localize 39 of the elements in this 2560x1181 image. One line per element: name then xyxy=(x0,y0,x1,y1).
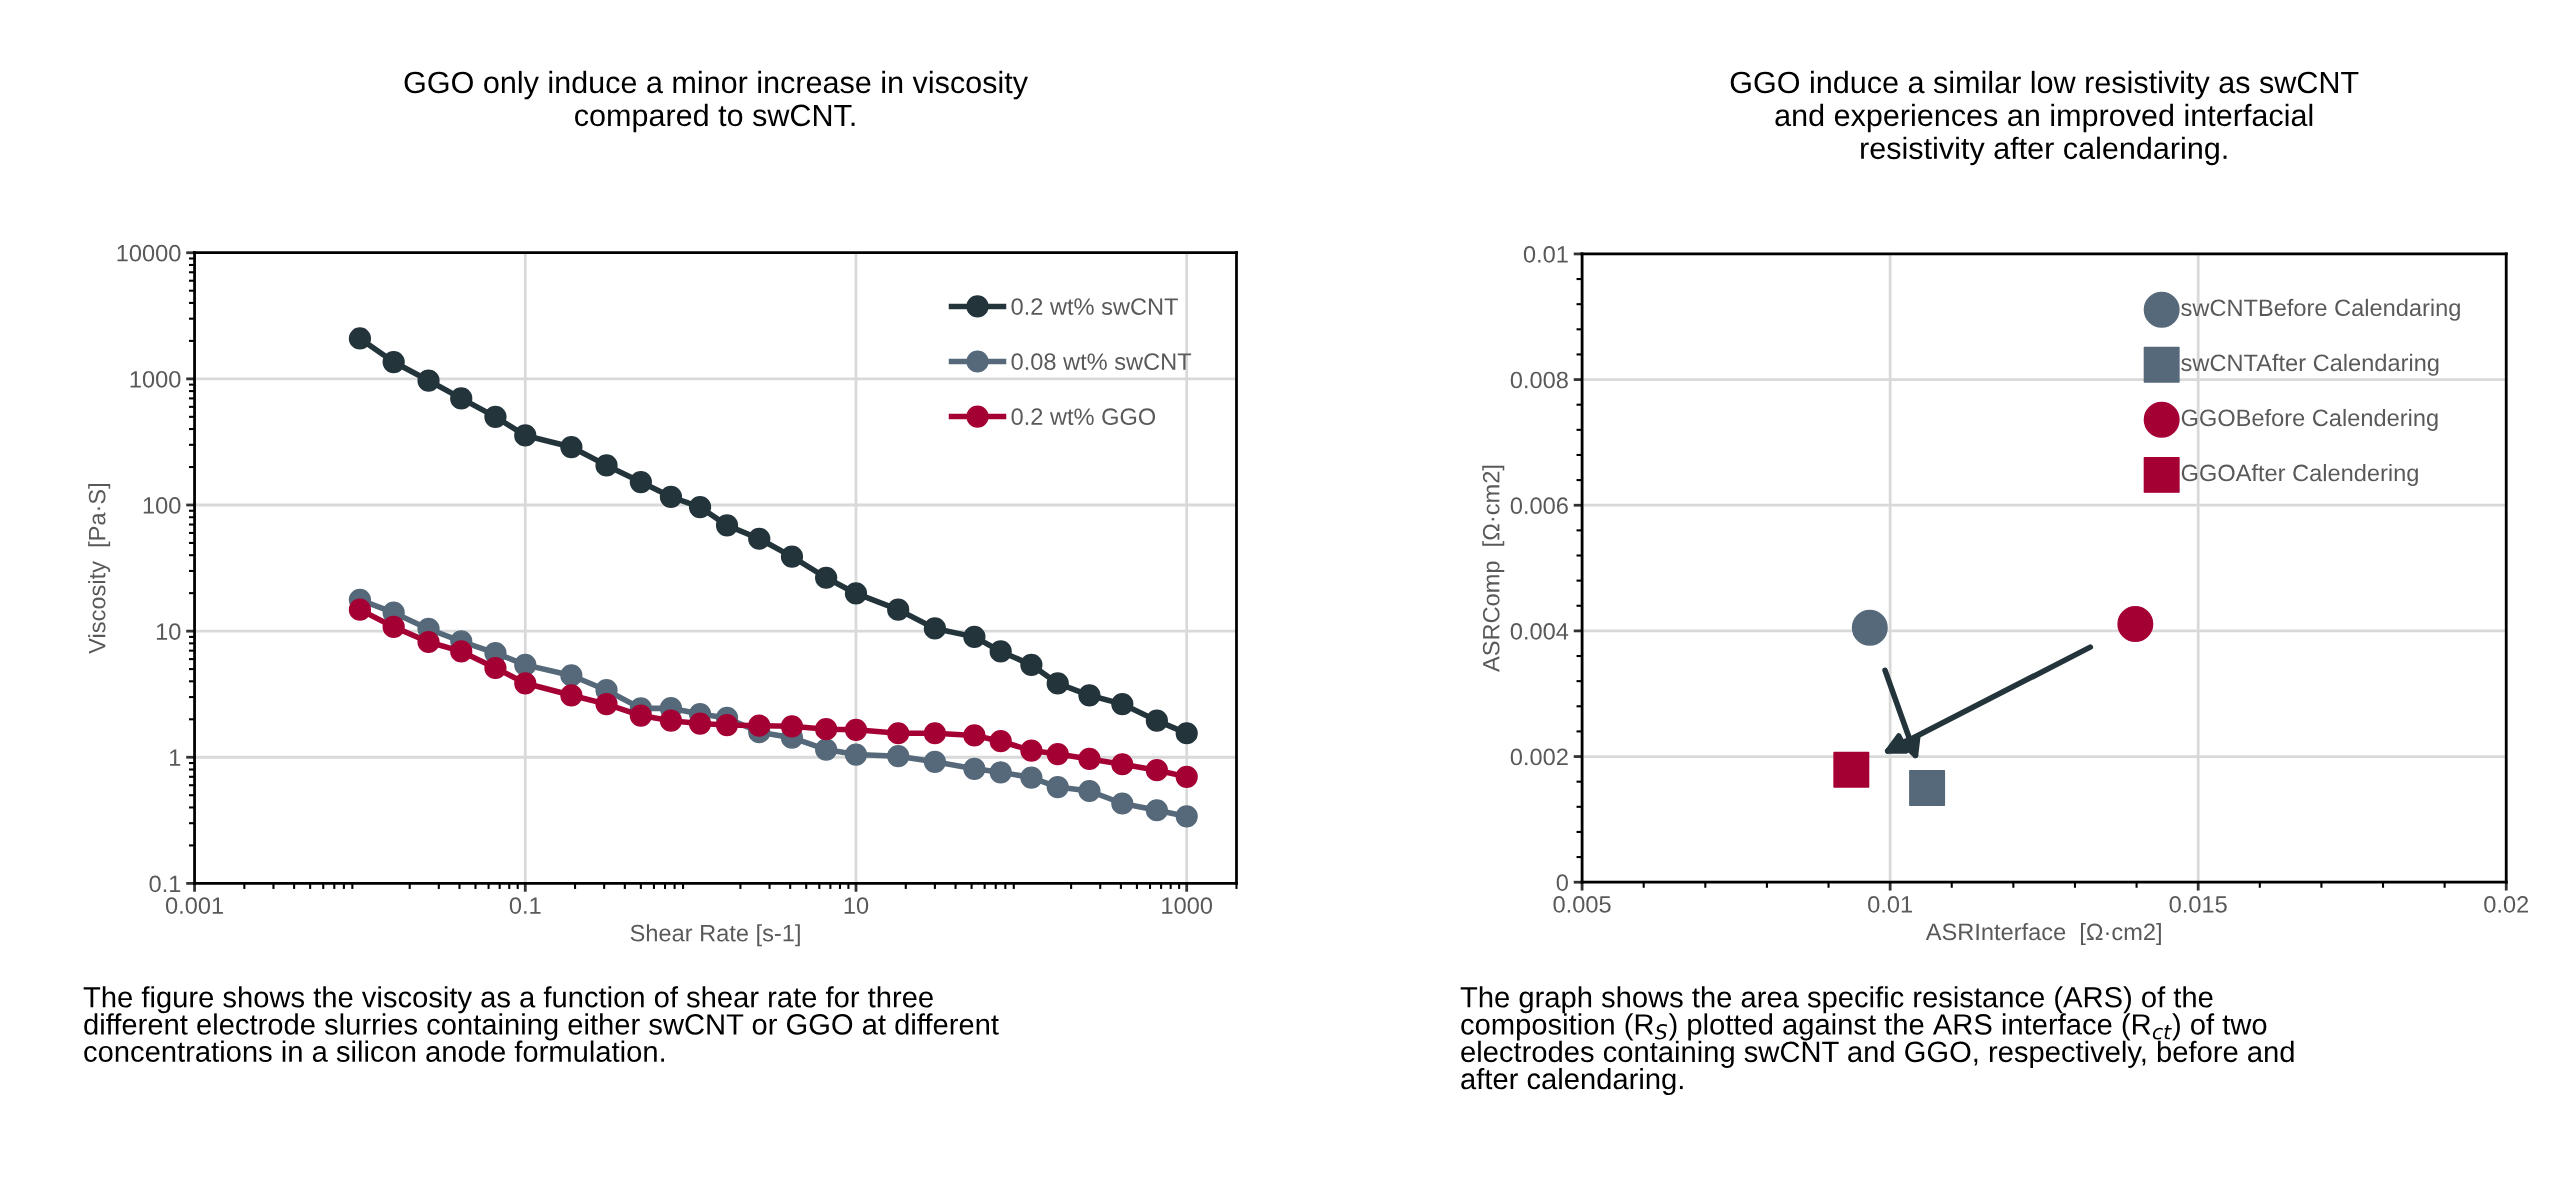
y-tick-label: 1 xyxy=(170,749,181,766)
y-tick-label: 10000 xyxy=(117,244,181,262)
y-tick-label: 0.006 xyxy=(1510,497,1568,515)
x-tick-label: 1000 xyxy=(1162,897,1213,914)
y-axis-title: ASRComp [Ω·cm2] xyxy=(1482,465,1505,672)
y-tick-label: 0.01 xyxy=(1523,245,1568,263)
x-axis-title: ASRInterface [Ω·cm2] xyxy=(1925,922,2161,945)
y-tick-label: 0 xyxy=(1556,874,1568,891)
y-tick-label: 0.002 xyxy=(1510,748,1568,766)
text: The figure shows the viscosity as a function of shear rate for three different electrode slurries containing either swCNT or GGO at different concentrations in a silicon anode formulation. xyxy=(83,986,999,1062)
legend-label: swCNTBefore Calendaring xyxy=(2181,298,2460,321)
point xyxy=(1833,751,1870,788)
y-tick-label: 1000 xyxy=(130,370,181,388)
y-tick-label: 0.008 xyxy=(1510,371,1568,389)
point xyxy=(2117,605,2154,642)
x-axis-title: Shear Rate [s-1] xyxy=(630,924,800,947)
chart-title: GGO only induce a minor increase in viscosity compared to swCNT. xyxy=(404,70,1028,133)
x-tick-label: 0.005 xyxy=(1553,896,1611,913)
legend-label: 0.2 wt% swCNT xyxy=(1011,298,1178,315)
legend-label: GGOAfter Calendering xyxy=(2181,463,2418,486)
y-tick-label: 0.004 xyxy=(1510,622,1569,640)
legend-label: swCNTAfter Calendaring xyxy=(2181,353,2439,376)
y-tick-label: 100 xyxy=(143,497,181,514)
x-tick-label: 10 xyxy=(844,897,869,914)
legend-label: 0.08 wt% swCNT xyxy=(1011,353,1192,370)
legend-label: GGOBefore Calendering xyxy=(2181,408,2438,431)
y-axis-title: Viscosity [Pa·S] xyxy=(88,484,111,654)
point xyxy=(1909,769,1946,806)
legend-label: 0.2 wt% GGO xyxy=(1011,408,1156,426)
x-tick-label: 0.015 xyxy=(2169,896,2227,913)
x-tick-label: 0.001 xyxy=(165,897,223,914)
text: The graph shows the area specific resistance (ARS) of the composition (R$_{S}$) plotted against the ARS interface (R$_{ct}$) of two electrodes containing swCNT and GGO, respectively, before and after calendaring. xyxy=(1460,986,2294,1096)
y-tick-label: 10 xyxy=(156,623,181,640)
point xyxy=(1851,609,1888,646)
y-tick-label: 0.1 xyxy=(149,875,181,893)
x-tick-label: 0.1 xyxy=(509,897,541,914)
x-tick-label: 0.02 xyxy=(2484,896,2529,913)
chart-title: GGO induce a similar low resistivity as swCNT and experiences an improved interfacial resistivity after calendaring. xyxy=(1730,70,2359,166)
x-tick-label: 0.01 xyxy=(1868,896,1912,913)
